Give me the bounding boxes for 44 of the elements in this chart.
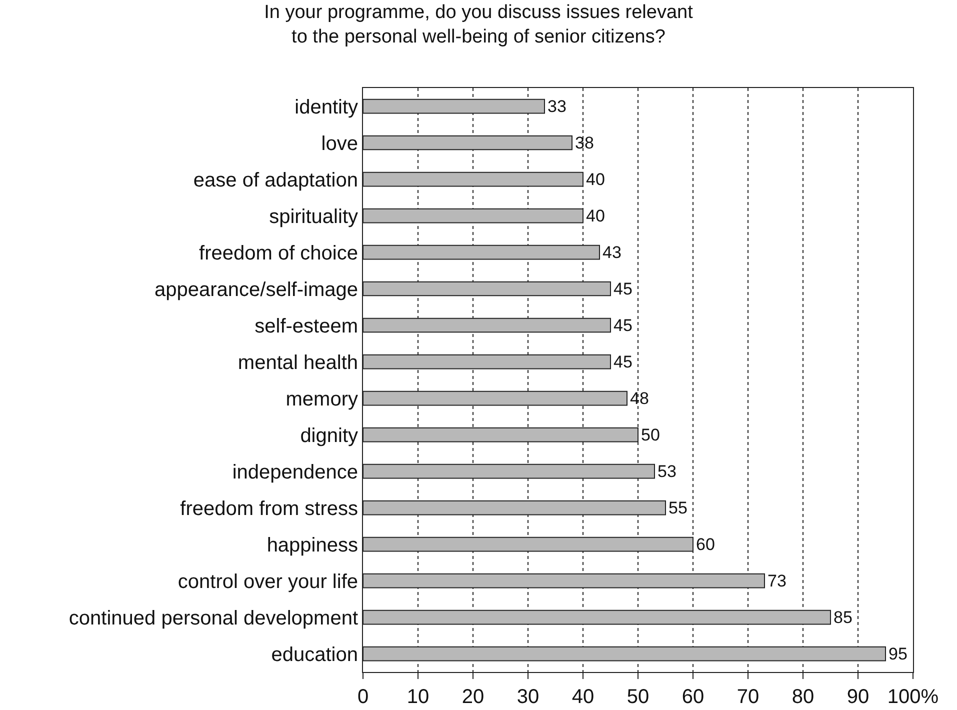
y-tick-label: mental health xyxy=(238,352,358,374)
x-tick-label: 10 xyxy=(406,686,430,708)
y-tick-label: continued personal development xyxy=(68,607,358,630)
chart-title: In your programme, do you discuss issues relevant to the personal well-being of senior citizens? xyxy=(264,2,694,48)
y-tick-label: identity xyxy=(294,96,358,118)
y-tick-label: control over your life xyxy=(178,570,358,593)
data-label: 45 xyxy=(614,279,632,298)
y-tick-label: happiness xyxy=(266,534,358,556)
y-tick-label: love xyxy=(321,132,358,155)
data-label: 53 xyxy=(658,462,676,481)
x-tick-label: 50 xyxy=(626,686,650,708)
x-tick-label: 60 xyxy=(682,686,704,708)
x-tick-label: 90 xyxy=(846,686,870,708)
data-label: 45 xyxy=(614,316,632,335)
data-label: 85 xyxy=(834,608,852,627)
data-label: 38 xyxy=(575,133,594,152)
y-tick-label: self-esteem xyxy=(254,315,358,338)
data-label: 40 xyxy=(586,170,605,189)
y-tick-label: appearance/self-image xyxy=(154,278,358,301)
x-tick-label: 20 xyxy=(462,686,484,708)
x-tick-label: 80 xyxy=(792,686,814,708)
y-tick-label: freedom of choice xyxy=(199,242,358,264)
x-tick-label: 0 xyxy=(357,686,369,708)
data-label: 40 xyxy=(586,206,605,226)
data-label: 73 xyxy=(768,571,786,590)
y-tick-label: ease of adaptation xyxy=(193,169,358,192)
data-label: 48 xyxy=(630,388,649,408)
y-tick-label: freedom from stress xyxy=(180,498,358,520)
data-label: 43 xyxy=(602,242,622,262)
y-tick-label: memory xyxy=(286,388,358,410)
data-label: 50 xyxy=(641,425,660,444)
x-tick-label: 70 xyxy=(736,686,760,708)
x-tick-label: 100% xyxy=(887,686,939,708)
y-tick-label: spirituality xyxy=(269,206,358,228)
data-label: 33 xyxy=(548,96,566,116)
x-tick-label: 30 xyxy=(516,686,540,708)
data-label: 45 xyxy=(614,352,632,372)
y-tick-label: independence xyxy=(232,461,358,484)
data-label: 55 xyxy=(668,498,688,518)
data-label: 60 xyxy=(696,534,715,554)
data-label: 95 xyxy=(888,644,908,664)
y-tick-label: education xyxy=(271,644,358,666)
y-tick-label: dignity xyxy=(300,424,358,447)
x-tick-label: 40 xyxy=(572,686,594,708)
